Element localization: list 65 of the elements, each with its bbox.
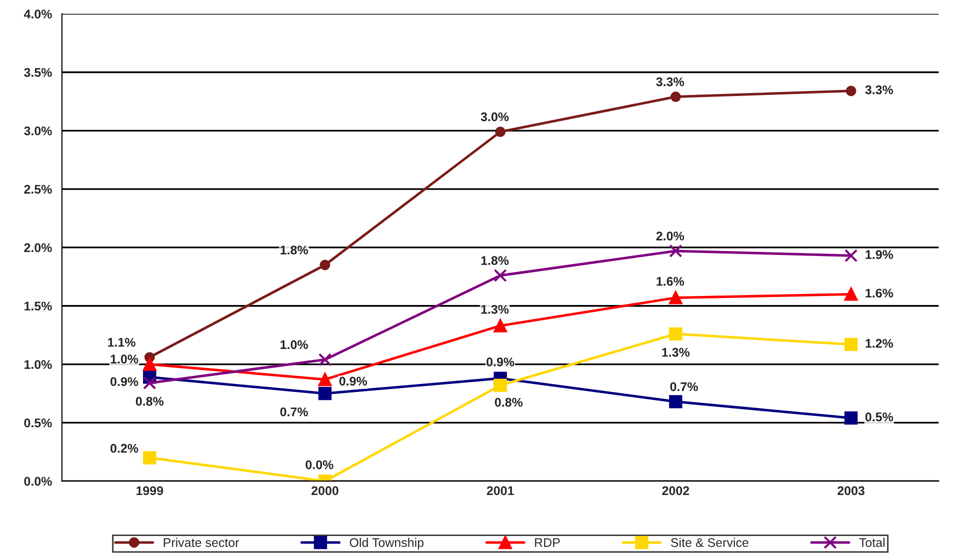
data-label: 1.3% <box>481 304 509 314</box>
legend-label: Old Township <box>350 538 424 550</box>
y-tick-label: 2.0% <box>24 243 52 252</box>
data-label: 0.7% <box>280 407 308 416</box>
data-label: 0.9% <box>339 376 368 386</box>
x-tick-label: 2003 <box>838 486 864 496</box>
y-tick-label: 3.5% <box>24 68 52 77</box>
data-label: 3.3% <box>865 85 894 94</box>
data-label: 1.6% <box>656 276 684 286</box>
data-label: 0.7% <box>670 382 698 392</box>
point <box>143 358 156 371</box>
y-tick-label: 1.5% <box>24 302 52 311</box>
point <box>844 411 858 425</box>
point <box>846 86 856 96</box>
data-label: 0.9% <box>110 377 138 386</box>
data-label: 0.5% <box>865 412 894 422</box>
y-tick-label: 0.5% <box>24 418 52 428</box>
x-tick-label: 2000 <box>312 486 338 496</box>
x-tick-label: 1999 <box>136 486 164 496</box>
point <box>143 451 156 464</box>
point <box>494 378 507 392</box>
point <box>494 319 507 332</box>
data-label: 0.0% <box>306 460 334 470</box>
data-label: 3.3% <box>656 77 684 86</box>
point <box>143 376 156 390</box>
point <box>318 386 332 400</box>
y-tick-label: 2.5% <box>24 184 52 194</box>
point <box>670 92 681 102</box>
point <box>844 249 858 262</box>
data-label: 1.3% <box>662 348 690 357</box>
point <box>844 338 858 352</box>
legend-label: Private sector <box>164 538 240 547</box>
y-tick-label: 4.0% <box>24 10 52 18</box>
data-label: 0.2% <box>110 444 138 453</box>
point <box>318 372 332 386</box>
point <box>669 395 682 408</box>
data-label: 1.0% <box>110 354 138 364</box>
y-tick-label: 0.0% <box>24 476 52 486</box>
point <box>494 268 507 282</box>
point <box>320 260 330 270</box>
x-tick-label: 2002 <box>662 486 690 496</box>
data-label: 1.1% <box>108 338 136 347</box>
point <box>669 327 682 341</box>
data-label: 1.6% <box>866 288 894 298</box>
point <box>318 353 332 366</box>
data-label: 3.0% <box>480 112 509 122</box>
point <box>669 291 682 304</box>
point <box>495 126 506 138</box>
legend-label: RDP <box>535 538 560 547</box>
data-label: 1.2% <box>866 338 894 348</box>
x-tick-label: 2001 <box>486 486 514 496</box>
data-label: 1.8% <box>280 246 308 254</box>
y-tick-label: 3.0% <box>24 126 52 136</box>
legend-label: Site & Service <box>671 538 748 547</box>
data-label: 1.8% <box>481 256 509 265</box>
data-label: 1.0% <box>280 340 308 350</box>
data-label: 1.9% <box>866 250 894 259</box>
data-label: 0.8% <box>494 398 523 407</box>
legend-label: Total <box>859 538 884 547</box>
point <box>844 288 858 301</box>
data-label: 2.0% <box>656 232 684 240</box>
y-tick-label: 1.0% <box>24 360 52 369</box>
point <box>669 244 682 258</box>
data-label: 0.9% <box>486 358 514 366</box>
data-label: 0.8% <box>136 396 164 406</box>
